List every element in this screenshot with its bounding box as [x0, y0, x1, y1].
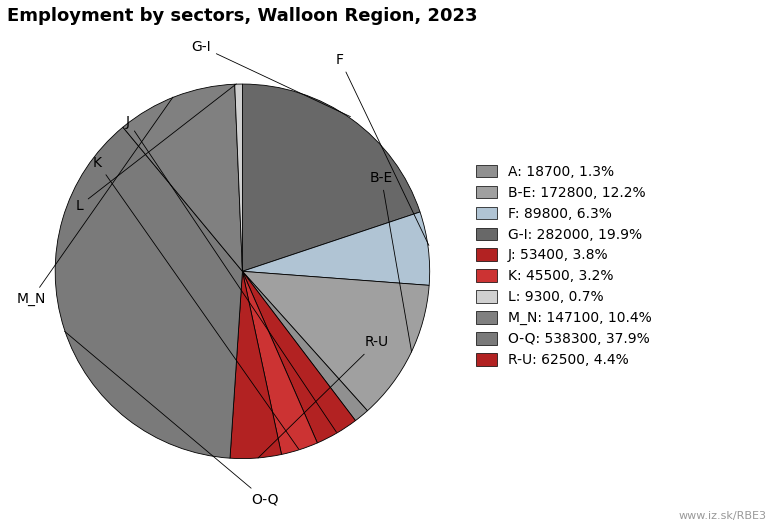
- Text: M_N: M_N: [16, 97, 173, 306]
- Text: K: K: [93, 156, 299, 449]
- Text: G-I: G-I: [192, 39, 350, 117]
- Text: O-Q: O-Q: [65, 331, 278, 507]
- Title: Employment by sectors, Walloon Region, 2023: Employment by sectors, Walloon Region, 2…: [7, 6, 478, 24]
- Wedge shape: [242, 212, 429, 285]
- Text: B-E: B-E: [370, 171, 411, 352]
- Text: F: F: [336, 53, 429, 245]
- Wedge shape: [242, 271, 368, 421]
- Wedge shape: [56, 127, 242, 458]
- Text: www.iz.sk/RBE3: www.iz.sk/RBE3: [678, 511, 766, 521]
- Wedge shape: [230, 271, 282, 459]
- Wedge shape: [242, 84, 420, 271]
- Wedge shape: [235, 84, 242, 271]
- Wedge shape: [123, 84, 242, 271]
- Wedge shape: [242, 271, 356, 443]
- Text: L: L: [76, 84, 236, 213]
- Wedge shape: [242, 271, 429, 411]
- Wedge shape: [242, 271, 317, 454]
- Legend: A: 18700, 1.3%, B-E: 172800, 12.2%, F: 89800, 6.3%, G-I: 282000, 19.9%, J: 53400: A: 18700, 1.3%, B-E: 172800, 12.2%, F: 8…: [476, 165, 652, 367]
- Text: J: J: [126, 114, 336, 432]
- Text: R-U: R-U: [258, 336, 389, 458]
